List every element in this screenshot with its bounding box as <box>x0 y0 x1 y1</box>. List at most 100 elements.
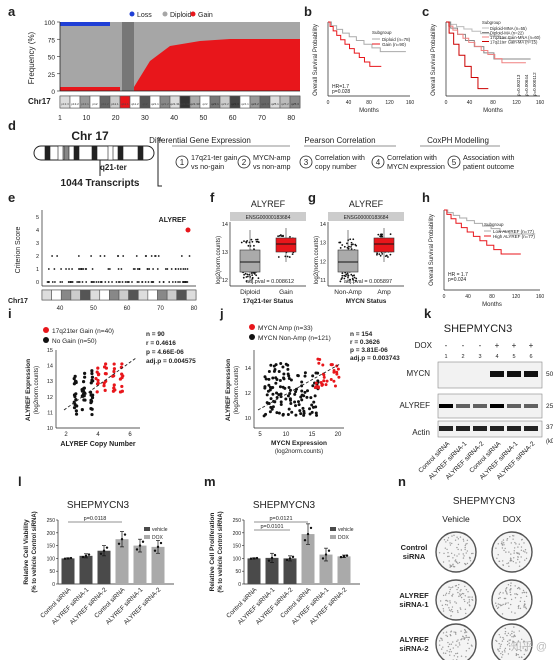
criterion-point <box>117 255 120 257</box>
colony-dot <box>501 613 504 615</box>
sample-point <box>289 235 291 238</box>
colony-dot <box>506 562 508 565</box>
significance-label: p=0.0101 <box>260 524 283 530</box>
criterion-point <box>137 281 140 283</box>
y-tick-label: 10 <box>245 416 251 422</box>
colony-dot <box>455 633 457 635</box>
colony-dot <box>449 544 452 546</box>
sample-point <box>339 280 342 283</box>
colony-dot <box>452 557 454 559</box>
colony-dot <box>524 548 527 551</box>
colony-dot <box>453 534 455 537</box>
colony-dot <box>497 597 500 600</box>
colony-dot <box>469 557 471 560</box>
chromosome-label: Chr17 <box>8 298 28 305</box>
survival-curve <box>446 21 489 90</box>
colony-dot <box>510 553 512 555</box>
colony-dot <box>494 602 497 604</box>
colony-dot <box>465 656 467 658</box>
gain-point <box>120 362 124 366</box>
colony-dot <box>512 538 514 540</box>
step-number: 4 <box>376 158 381 167</box>
colony-dot <box>508 565 510 567</box>
y-tick-label: 250 <box>47 518 56 524</box>
criterion-point <box>170 268 173 270</box>
replicate-point <box>99 552 103 555</box>
non-amp-point <box>275 391 279 395</box>
sample-point <box>352 238 355 241</box>
x-tick-label: 40 <box>346 100 352 106</box>
colony-dot <box>520 556 522 558</box>
non-amp-point <box>264 377 268 381</box>
non-amp-point <box>287 385 291 389</box>
colony-dot <box>465 552 467 554</box>
x-axis-label: MYCN Status <box>346 298 387 305</box>
band-label: q12 <box>142 102 147 106</box>
non-amp-point <box>273 400 277 404</box>
non-amp-point <box>294 387 298 391</box>
colony-dot <box>463 600 466 603</box>
gain-point <box>104 372 108 376</box>
column-label: Vehicle <box>442 514 470 524</box>
chromosome-band <box>99 289 110 301</box>
criterion-point <box>184 281 187 283</box>
colony-dot <box>507 602 509 604</box>
amp-point <box>322 379 326 383</box>
criterion-point <box>48 281 50 283</box>
colony-dot <box>442 652 445 654</box>
criterion-point <box>92 281 95 283</box>
colony-dot <box>448 607 450 609</box>
criterion-point <box>182 268 185 270</box>
sample-point <box>350 243 353 246</box>
colony-dot <box>444 547 447 549</box>
replicate-point <box>339 555 343 559</box>
no-gain-point <box>80 407 84 412</box>
criterion-point <box>136 281 139 283</box>
y-tick-label: 4 <box>36 228 39 234</box>
replicate-point <box>345 554 349 557</box>
non-amp-point <box>289 398 293 402</box>
y-tick-label: 14 <box>320 222 326 228</box>
criterion-point <box>188 255 191 257</box>
colony-dot <box>449 600 451 602</box>
gain-point <box>118 390 123 394</box>
colony-dot <box>446 650 448 652</box>
colony-dot <box>510 582 512 584</box>
legend-label: DOX <box>338 535 350 541</box>
colony-dot <box>454 539 457 541</box>
colony-dot <box>520 638 523 641</box>
colony-dot <box>464 548 466 551</box>
sample-point <box>384 255 387 258</box>
criterion-point <box>184 268 187 270</box>
gain-area <box>60 39 300 91</box>
criterion-point <box>99 255 102 257</box>
colony-dot <box>465 543 467 545</box>
criterion-point <box>147 281 150 283</box>
bracket <box>157 139 162 187</box>
colony-dot <box>514 541 516 544</box>
colony-dot <box>500 652 502 655</box>
colony-dot <box>507 562 510 564</box>
non-amp-point <box>303 371 307 375</box>
chromosome-band <box>137 145 144 161</box>
chart-subtitle: ENSG00000183684 <box>344 215 389 221</box>
sample-point <box>353 274 355 277</box>
band-label: p13.2 <box>71 102 79 106</box>
chromosome-band <box>57 145 64 161</box>
chromosome-title: Chr 17 <box>71 129 109 143</box>
criterion-point <box>85 281 88 283</box>
chromosome-band <box>63 145 70 161</box>
y-tick-label: 200 <box>233 531 242 537</box>
bar <box>283 558 297 584</box>
x-tick-label: 0 <box>443 294 446 300</box>
gain-point <box>112 369 116 374</box>
transcripts-label: 1044 Transcripts <box>61 178 140 189</box>
colony-dot <box>509 639 512 641</box>
chromosome-band <box>41 289 52 301</box>
non-amp-point <box>314 371 318 375</box>
colony-dot <box>455 602 458 604</box>
bar <box>61 558 75 584</box>
dox-label: DOX <box>415 341 433 350</box>
legend-title: Subgroup <box>482 20 501 25</box>
colony-dot <box>452 593 454 596</box>
